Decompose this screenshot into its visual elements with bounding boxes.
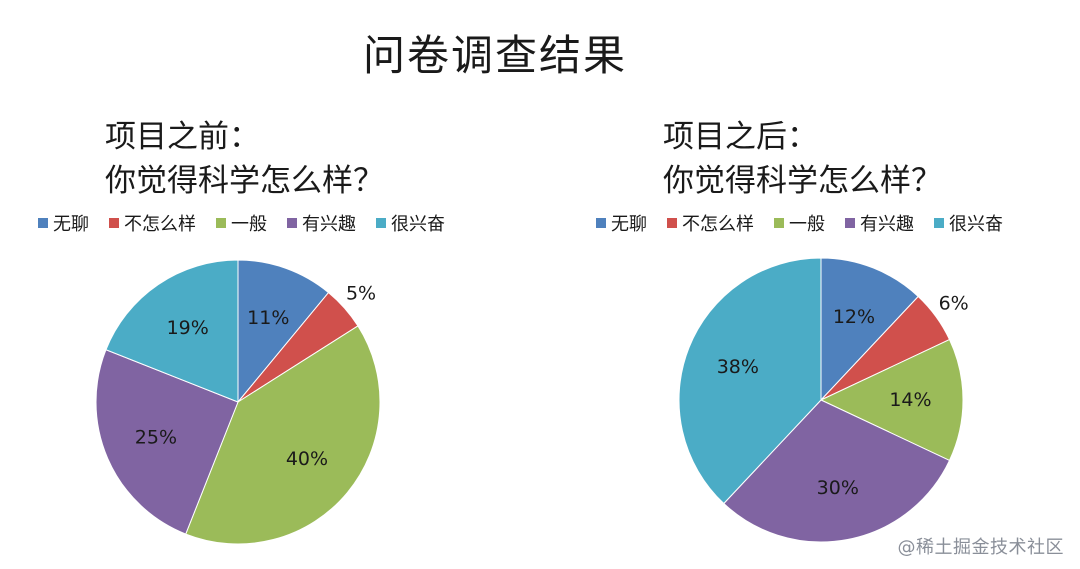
legend-label: 有兴趣 xyxy=(302,214,356,235)
pie-slice xyxy=(185,325,381,545)
legend-label: 不怎么样 xyxy=(124,214,196,235)
legend-swatch xyxy=(774,218,784,228)
chart-title-line1: 项目之前： xyxy=(105,119,260,155)
pie-data-label: 30% xyxy=(817,477,859,499)
legend-label: 不怎么样 xyxy=(682,214,754,235)
legend-item: 一般 xyxy=(774,210,825,236)
legend-label: 无聊 xyxy=(611,214,647,235)
pie-data-label: 40% xyxy=(286,448,328,470)
legend-label: 一般 xyxy=(231,214,267,235)
legend-item: 很兴奋 xyxy=(376,210,445,236)
chart-legend: 无聊 不怎么样 一般 有兴趣 很兴奋 xyxy=(38,211,465,235)
legend-swatch xyxy=(38,218,48,228)
pie-data-label: 25% xyxy=(135,427,177,449)
legend-item: 不怎么样 xyxy=(109,210,196,236)
legend-label: 很兴奋 xyxy=(391,214,445,235)
legend-item: 有兴趣 xyxy=(845,210,914,236)
legend-item: 不怎么样 xyxy=(667,210,754,236)
pie-data-label: 11% xyxy=(247,307,289,329)
chart-title-line1: 项目之后： xyxy=(663,119,818,155)
legend-swatch xyxy=(109,218,119,228)
pie-plot: 11% 5% 40% 25% 19% xyxy=(95,259,381,545)
chart-title-line2: 你觉得科学怎么样？ xyxy=(105,163,384,199)
pie-slice xyxy=(105,259,239,403)
pie-slice xyxy=(95,349,239,535)
legend-label: 一般 xyxy=(789,214,825,235)
legend-label: 很兴奋 xyxy=(949,214,1003,235)
chart-title: 项目之后： 你觉得科学怎么样？ xyxy=(663,115,942,203)
legend-swatch xyxy=(934,218,944,228)
chart-title-line2: 你觉得科学怎么样？ xyxy=(663,163,942,199)
legend-item: 无聊 xyxy=(38,210,89,236)
legend-swatch xyxy=(845,218,855,228)
pie-data-label: 12% xyxy=(833,306,875,328)
pie-data-label: 5% xyxy=(346,283,376,305)
legend-item: 一般 xyxy=(216,210,267,236)
page-title: 问卷调查结果 xyxy=(362,31,627,80)
pie-data-label: 14% xyxy=(889,389,931,411)
pie-slice xyxy=(819,338,964,462)
pie-data-label: 38% xyxy=(717,356,759,378)
pie-data-label: 19% xyxy=(167,317,209,339)
legend-label: 有兴趣 xyxy=(860,214,914,235)
legend-swatch xyxy=(596,218,606,228)
legend-swatch xyxy=(667,218,677,228)
legend-swatch xyxy=(376,218,386,228)
legend-item: 有兴趣 xyxy=(287,210,356,236)
legend-item: 无聊 xyxy=(596,210,647,236)
pie-data-label: 6% xyxy=(939,293,969,315)
pie-chart-before: 项目之前： 你觉得科学怎么样？ 无聊 不怎么样 一般 有兴趣 很兴奋 11% 5% 40% 2… xyxy=(10,110,510,560)
pie-slice xyxy=(678,257,822,505)
legend-swatch xyxy=(287,218,297,228)
pie-slice xyxy=(820,257,919,402)
legend-item: 很兴奋 xyxy=(934,210,1003,236)
pie-plot: 12% 6% 14% 30% 38% xyxy=(678,257,969,543)
pie-slice xyxy=(723,399,951,543)
legend-swatch xyxy=(216,218,226,228)
chart-legend: 无聊 不怎么样 一般 有兴趣 很兴奋 xyxy=(596,211,1023,235)
chart-title: 项目之前： 你觉得科学怎么样？ xyxy=(105,115,384,203)
pie-slice xyxy=(237,259,330,404)
legend-label: 无聊 xyxy=(53,214,89,235)
watermark: @稀土掘金技术社区 xyxy=(897,537,1064,558)
pie-chart-after: 项目之后： 你觉得科学怎么样？ 无聊 不怎么样 一般 有兴趣 很兴奋 12% 6% 14% 3… xyxy=(568,110,1068,560)
